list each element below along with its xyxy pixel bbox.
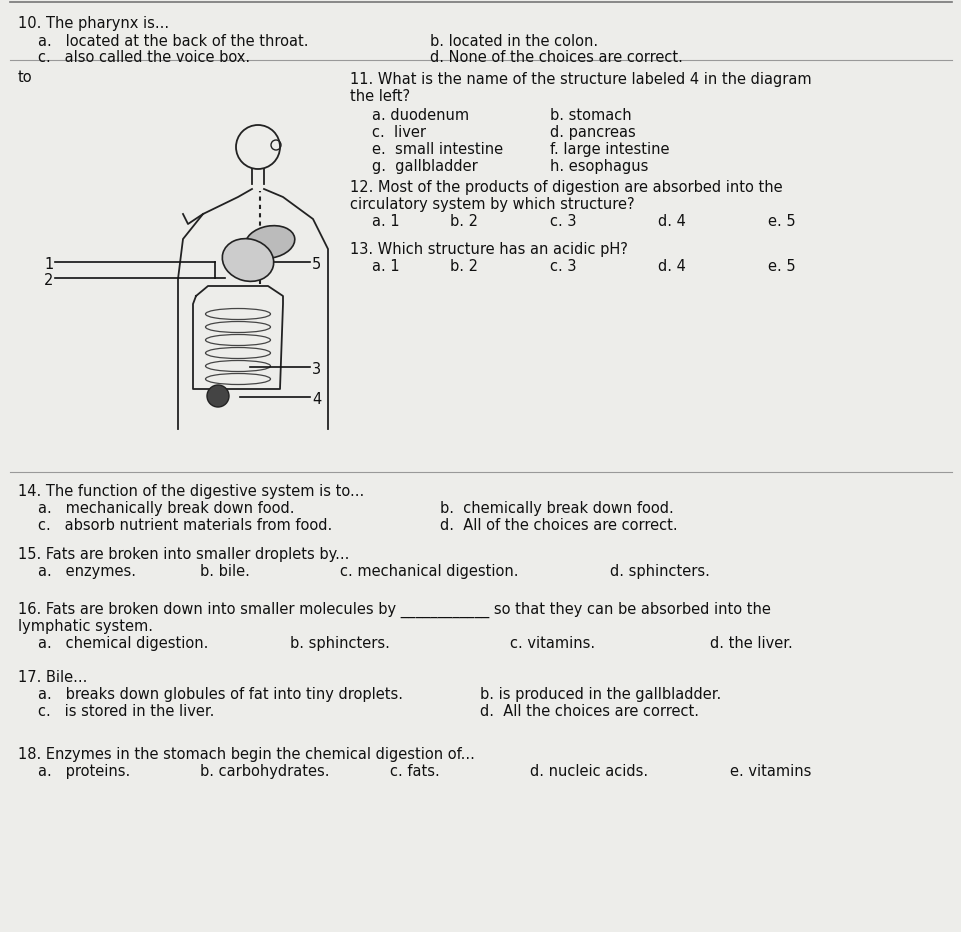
Text: d. 4: d. 4	[657, 214, 685, 229]
Text: e. 5: e. 5	[767, 259, 795, 274]
Text: e. 5: e. 5	[767, 214, 795, 229]
Ellipse shape	[222, 239, 274, 281]
Text: b. is produced in the gallbladder.: b. is produced in the gallbladder.	[480, 687, 721, 702]
Text: c. fats.: c. fats.	[389, 764, 439, 779]
Text: 11. What is the name of the structure labeled 4 in the diagram: 11. What is the name of the structure la…	[350, 72, 811, 87]
Text: 3: 3	[311, 362, 321, 377]
Text: 4: 4	[311, 392, 321, 407]
Text: e.  small intestine: e. small intestine	[372, 142, 503, 157]
Text: lymphatic system.: lymphatic system.	[18, 619, 153, 634]
Text: 2: 2	[44, 273, 53, 288]
Text: c.   also called the voice box.: c. also called the voice box.	[38, 50, 250, 65]
Text: a. 1: a. 1	[372, 214, 399, 229]
Text: a.   located at the back of the throat.: a. located at the back of the throat.	[38, 34, 308, 49]
Circle shape	[207, 385, 229, 407]
Ellipse shape	[245, 226, 294, 258]
Text: d.  All the choices are correct.: d. All the choices are correct.	[480, 704, 699, 719]
Text: 16. Fats are broken down into smaller molecules by ____________ so that they can: 16. Fats are broken down into smaller mo…	[18, 602, 770, 618]
Text: h. esophagus: h. esophagus	[550, 159, 648, 174]
Text: a. 1: a. 1	[372, 259, 399, 274]
Text: 14. The function of the digestive system is to...: 14. The function of the digestive system…	[18, 484, 364, 499]
Text: c.   absorb nutrient materials from food.: c. absorb nutrient materials from food.	[38, 518, 332, 533]
Text: 5: 5	[311, 257, 321, 272]
Text: d. sphincters.: d. sphincters.	[609, 564, 709, 579]
Text: 18. Enzymes in the stomach begin the chemical digestion of...: 18. Enzymes in the stomach begin the che…	[18, 747, 475, 762]
Text: c.  liver: c. liver	[372, 125, 426, 140]
Text: b.  chemically break down food.: b. chemically break down food.	[439, 501, 673, 516]
Text: b. 2: b. 2	[450, 259, 478, 274]
Text: a.   enzymes.: a. enzymes.	[38, 564, 136, 579]
Text: a.   breaks down globules of fat into tiny droplets.: a. breaks down globules of fat into tiny…	[38, 687, 403, 702]
Text: d. nucleic acids.: d. nucleic acids.	[530, 764, 648, 779]
Text: 17. Bile...: 17. Bile...	[18, 670, 87, 685]
Text: c. 3: c. 3	[550, 214, 576, 229]
Text: b. stomach: b. stomach	[550, 108, 631, 123]
Text: 10. The pharynx is...: 10. The pharynx is...	[18, 16, 169, 31]
Text: d.  All of the choices are correct.: d. All of the choices are correct.	[439, 518, 677, 533]
Text: a.   chemical digestion.: a. chemical digestion.	[38, 636, 209, 651]
Text: c. 3: c. 3	[550, 259, 576, 274]
Text: circulatory system by which structure?: circulatory system by which structure?	[350, 197, 634, 212]
Text: d. the liver.: d. the liver.	[709, 636, 792, 651]
Text: b. 2: b. 2	[450, 214, 478, 229]
Text: a. duodenum: a. duodenum	[372, 108, 469, 123]
Text: f. large intestine: f. large intestine	[550, 142, 669, 157]
Text: b. bile.: b. bile.	[200, 564, 250, 579]
Text: the left?: the left?	[350, 89, 409, 104]
Text: d. pancreas: d. pancreas	[550, 125, 635, 140]
Text: a.   proteins.: a. proteins.	[38, 764, 130, 779]
Text: c. mechanical digestion.: c. mechanical digestion.	[339, 564, 518, 579]
Text: e. vitamins: e. vitamins	[729, 764, 810, 779]
Text: 13. Which structure has an acidic pH?: 13. Which structure has an acidic pH?	[350, 242, 628, 257]
Text: b. sphincters.: b. sphincters.	[289, 636, 389, 651]
Text: b. located in the colon.: b. located in the colon.	[430, 34, 598, 49]
Text: g.  gallbladder: g. gallbladder	[372, 159, 478, 174]
Text: a.   mechanically break down food.: a. mechanically break down food.	[38, 501, 294, 516]
Text: d. None of the choices are correct.: d. None of the choices are correct.	[430, 50, 682, 65]
Text: b. carbohydrates.: b. carbohydrates.	[200, 764, 330, 779]
Text: 15. Fats are broken into smaller droplets by...: 15. Fats are broken into smaller droplet…	[18, 547, 349, 562]
Text: 1: 1	[44, 257, 53, 272]
Text: d. 4: d. 4	[657, 259, 685, 274]
Text: to: to	[18, 70, 33, 85]
Text: c.   is stored in the liver.: c. is stored in the liver.	[38, 704, 214, 719]
Text: c. vitamins.: c. vitamins.	[509, 636, 595, 651]
Text: 12. Most of the products of digestion are absorbed into the: 12. Most of the products of digestion ar…	[350, 180, 782, 195]
